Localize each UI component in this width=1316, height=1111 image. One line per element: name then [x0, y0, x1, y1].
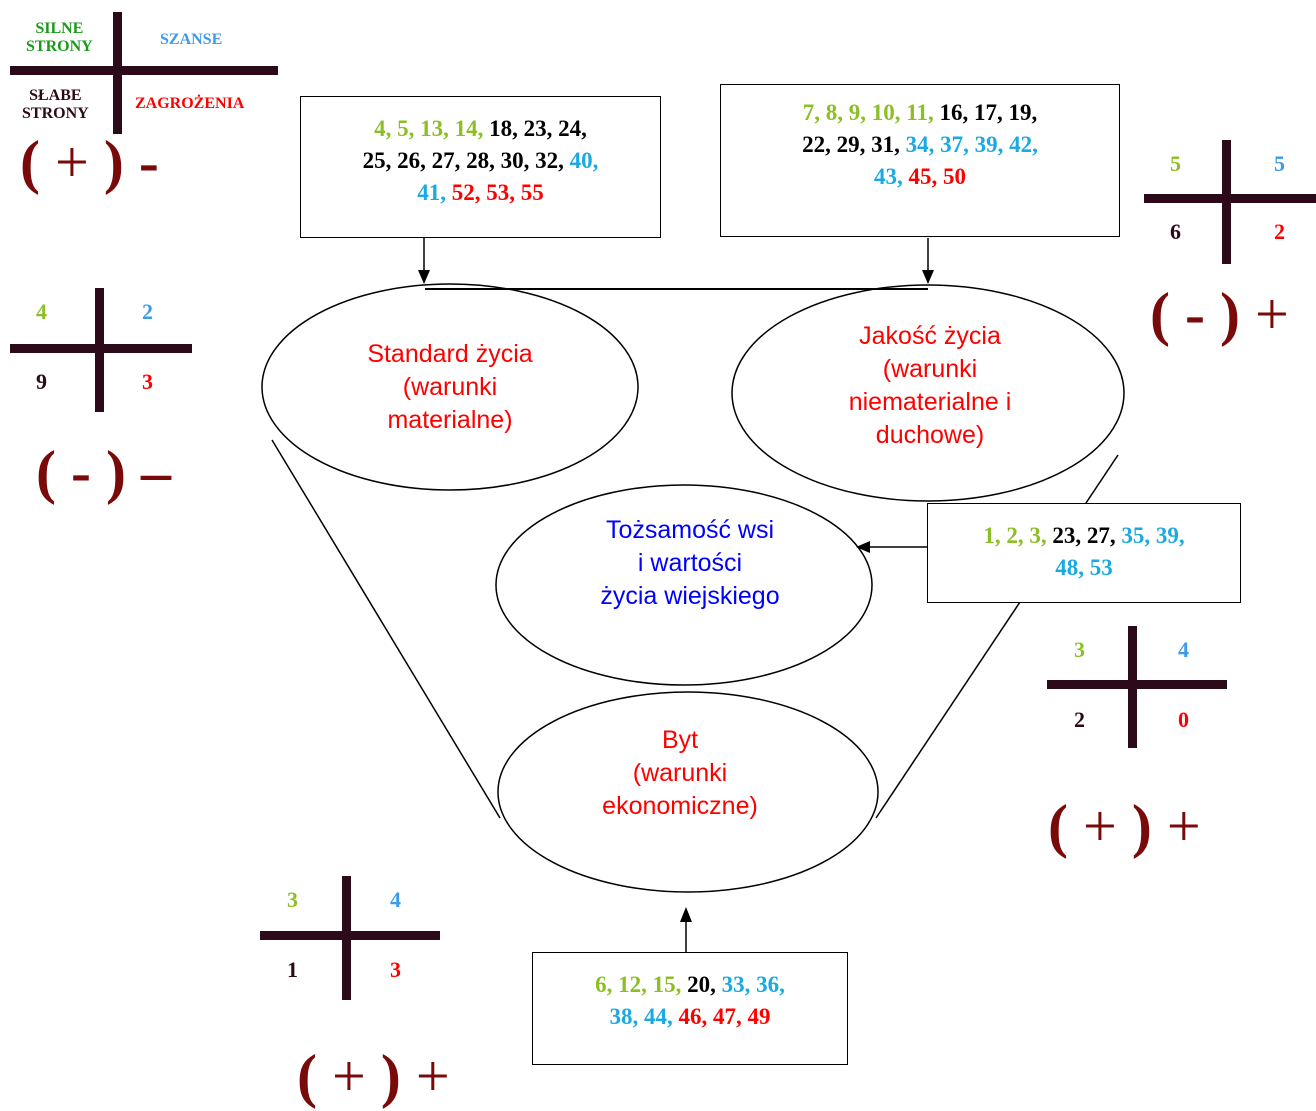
- cross-identity-o: 4: [1178, 637, 1189, 662]
- box-living-line2: 38, 44, 46, 47, 49: [533, 1001, 847, 1033]
- cross-identity-w: 2: [1074, 707, 1085, 732]
- legend-strengths: SILNE STRONY: [26, 20, 93, 55]
- box-seg: 6, 12, 15,: [595, 972, 688, 997]
- box-standard-line1: 4, 5, 13, 14, 18, 23, 24,: [301, 113, 660, 145]
- box-seg: 23, 27,: [1052, 523, 1122, 548]
- ellipse-standard: [261, 283, 639, 491]
- cross-standard: 4 2 9 3: [10, 288, 192, 412]
- cross-quality-t: 2: [1274, 219, 1285, 244]
- ellipse-quality: [731, 284, 1125, 502]
- sign-top-right: ( - ) +: [1150, 281, 1289, 347]
- box-seg: 40,: [569, 148, 599, 173]
- ellipse-living: [497, 691, 879, 893]
- box-seg: 7, 8, 9, 10, 11,: [802, 100, 940, 125]
- cross-quality-o: 5: [1274, 151, 1285, 176]
- box-quality-line3: 43, 45, 50: [721, 161, 1119, 193]
- box-seg: 20,: [687, 972, 722, 997]
- box-standard-line3: 41, 52, 53, 55: [301, 177, 660, 209]
- box-seg: 22, 29, 31,: [802, 132, 906, 157]
- box-identity-line1: 1, 2, 3, 23, 27, 35, 39,: [928, 520, 1240, 552]
- box-seg: 52, 53, 55: [451, 180, 544, 205]
- box-standard: 4, 5, 13, 14, 18, 23, 24, 25, 26, 27, 28…: [300, 96, 661, 238]
- cross-quality-s: 5: [1170, 151, 1181, 176]
- box-seg: 16, 17, 19,: [939, 100, 1038, 125]
- arrow-identity: [856, 541, 928, 553]
- cross-quality-w: 6: [1170, 219, 1181, 244]
- cross-living-o: 4: [390, 887, 401, 912]
- box-seg: 45, 50: [908, 164, 967, 189]
- legend-vertical-bar: [113, 12, 122, 134]
- box-seg: 35, 39,: [1121, 523, 1185, 548]
- box-quality-line1: 7, 8, 9, 10, 11, 16, 17, 19,: [721, 97, 1119, 129]
- legend-horizontal-bar: [10, 66, 278, 75]
- box-living-line1: 6, 12, 15, 20, 33, 36,: [533, 969, 847, 1001]
- box-seg: 41,: [417, 180, 452, 205]
- label-living: Byt (warunki ekonomiczne): [602, 726, 758, 820]
- box-seg: 48, 53: [1055, 555, 1113, 580]
- legend-opportunities: SZANSE: [160, 31, 223, 48]
- arrow-living: [680, 907, 692, 952]
- box-seg: 38, 44,: [609, 1004, 679, 1029]
- box-quality-line2: 22, 29, 31, 34, 37, 39, 42,: [721, 129, 1119, 161]
- sign-left: ( - ) –: [36, 439, 171, 505]
- cross-living-t: 3: [390, 957, 401, 982]
- box-seg: 43,: [874, 164, 909, 189]
- cross-identity-s: 3: [1074, 637, 1085, 662]
- legend-threats: ZAGROŻENIA: [135, 95, 245, 112]
- arrow-standard: [418, 238, 430, 284]
- cross-living-s: 3: [287, 887, 298, 912]
- box-living: 6, 12, 15, 20, 33, 36, 38, 44, 46, 47, 4…: [532, 952, 848, 1065]
- box-seg: 46, 47, 49: [678, 1004, 771, 1029]
- box-seg: 18, 23, 24,: [489, 116, 587, 141]
- label-quality: Jakość życia (warunki niematerialne i du…: [848, 322, 1012, 449]
- cross-standard-s: 4: [36, 299, 47, 324]
- cross-standard-t: 3: [142, 369, 153, 394]
- cross-identity-t: 0: [1178, 707, 1189, 732]
- box-seg: 1, 2, 3,: [983, 523, 1053, 548]
- box-seg: 4, 5, 13, 14,: [374, 116, 490, 141]
- box-standard-line2: 25, 26, 27, 28, 30, 32, 40,: [301, 145, 660, 177]
- cross-standard-o: 2: [142, 299, 153, 324]
- box-seg: 25, 26, 27, 28, 30, 32,: [362, 148, 570, 173]
- legend-weaknesses: SŁABE STRONY: [22, 87, 89, 122]
- box-seg: 33, 36,: [721, 972, 785, 997]
- cross-living: 3 4 1 3: [260, 876, 440, 1000]
- sign-right: ( + ) +: [1048, 793, 1201, 859]
- cross-quality: 5 5 6 2: [1144, 140, 1316, 264]
- box-seg: 34, 37, 39, 42,: [905, 132, 1038, 157]
- label-identity: Tożsamość wsi i wartości życia wiejskieg…: [600, 516, 780, 610]
- sign-top-left: ( + ) -: [20, 129, 159, 195]
- box-quality: 7, 8, 9, 10, 11, 16, 17, 19, 22, 29, 31,…: [720, 84, 1120, 237]
- ellipse-identity: [495, 484, 873, 686]
- cross-standard-w: 9: [36, 369, 47, 394]
- arrow-quality: [922, 238, 934, 284]
- cross-living-w: 1: [287, 957, 298, 982]
- box-identity-line2: 48, 53: [928, 552, 1240, 584]
- funnel-left-line: [271, 439, 501, 819]
- cross-identity: 3 4 2 0: [1047, 626, 1227, 748]
- box-identity: 1, 2, 3, 23, 27, 35, 39, 48, 53: [927, 503, 1241, 603]
- sign-bottom: ( + ) +: [297, 1043, 450, 1109]
- label-standard: Standard życia (warunki materialne): [367, 340, 533, 434]
